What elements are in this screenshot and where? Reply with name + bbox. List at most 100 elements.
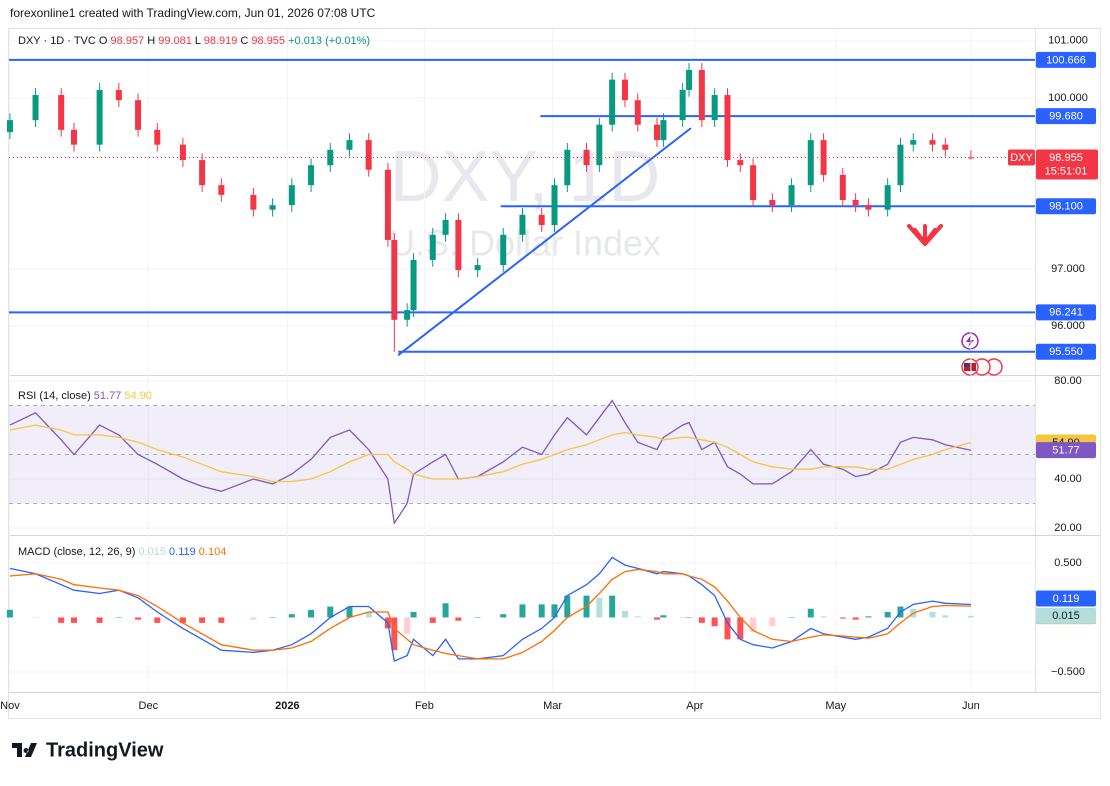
histogram-bar: [308, 609, 315, 618]
candle-body: [564, 149, 571, 186]
level-label: 100.666: [1046, 54, 1086, 66]
histogram-bar: [884, 612, 891, 618]
candle-body: [500, 234, 507, 266]
histogram-bar: [621, 610, 628, 618]
candle-body: [442, 219, 449, 235]
down-arrow-head: [907, 224, 943, 246]
histogram-bar: [942, 615, 949, 618]
candle-body: [852, 200, 859, 206]
histogram-bar: [820, 616, 827, 618]
histogram-bar: [365, 612, 372, 618]
trend-line: [397, 127, 692, 356]
histogram-bar: [519, 604, 526, 618]
candle-body: [654, 124, 661, 141]
flag-canton: [964, 363, 969, 367]
indicator-title: RSI (14, close): [18, 390, 91, 402]
ohlc-value: 98.919: [201, 35, 238, 47]
indicator-title: MACD (close, 12, 26, 9): [18, 546, 135, 558]
last-price: 98.955: [1049, 152, 1083, 164]
histogram-bar: [609, 595, 616, 618]
candle-body: [583, 149, 590, 166]
x-tick-label: Jun: [962, 700, 980, 712]
y-tick-label: 0.500: [1054, 557, 1082, 569]
x-tick-label: Nov: [0, 700, 20, 712]
ohlc-label: O: [96, 35, 108, 47]
level-label-box: [1036, 198, 1096, 215]
macd-value-label: 0.119: [1053, 593, 1080, 605]
histogram-bar: [686, 617, 693, 618]
candle-body: [115, 89, 122, 101]
watermark-symbol: DXY, 1D: [390, 137, 661, 217]
candle-body: [820, 140, 827, 175]
candle-body: [32, 95, 39, 121]
candle-body: [942, 144, 949, 150]
candle-body: [404, 310, 411, 320]
candle-body: [769, 200, 776, 206]
y-tick-label: 96.000: [1051, 320, 1085, 332]
histogram-bar: [135, 617, 142, 620]
histogram-bar: [679, 617, 686, 618]
ohlc-value: 99.081: [155, 35, 192, 47]
candle-body: [250, 194, 257, 210]
candle-body: [634, 100, 641, 125]
tradingview-logo: TradingView: [12, 739, 164, 761]
level-label-box: [1036, 304, 1096, 321]
candle-body: [327, 149, 334, 166]
ohlc-label: L: [192, 35, 201, 47]
histogram-bar: [654, 617, 661, 620]
candle-body: [135, 100, 142, 130]
candle-body: [865, 205, 872, 210]
candle-body: [621, 79, 628, 101]
candle-body: [365, 140, 372, 170]
candle-body: [686, 69, 693, 90]
candle-body: [96, 89, 103, 145]
candle-body: [70, 129, 77, 145]
histogram-bar: [115, 617, 122, 618]
x-tick-label: 2026: [275, 700, 299, 712]
economic-events[interactable]: [961, 358, 1003, 376]
level-label: 96.241: [1049, 307, 1083, 319]
x-tick-label: May: [825, 700, 846, 712]
y-tick-label: 80.00: [1054, 375, 1082, 387]
indicator-value: 0.015: [135, 546, 166, 558]
histogram-bar: [327, 606, 334, 618]
candle-body: [724, 95, 731, 161]
histogram-bar: [410, 612, 417, 618]
chart-frame: [8, 28, 1101, 719]
x-tick-label: Dec: [139, 700, 159, 712]
candle-body: [839, 174, 846, 200]
level-label: 95.550: [1049, 346, 1083, 358]
macd-line: [9, 568, 971, 660]
indicator-value: 0.119: [166, 546, 196, 558]
candle-body: [410, 259, 417, 311]
histogram-bar: [474, 617, 481, 618]
histogram-bar: [724, 617, 731, 640]
symbol: DXY · 1D · TVC: [18, 35, 96, 47]
change: +0.013 (+0.01%): [285, 35, 370, 47]
histogram-bar: [839, 617, 846, 619]
candle-body: [737, 160, 744, 166]
candle-body: [750, 165, 757, 200]
level-label-box: [1036, 108, 1096, 125]
x-tick-label: Apr: [686, 700, 703, 712]
indicator-value: 0.104: [196, 546, 227, 558]
macd-value-label-box: [1036, 590, 1096, 607]
candle-body: [967, 157, 974, 159]
macd-line: [9, 556, 971, 663]
histogram-bar: [737, 617, 744, 640]
histogram-bar: [750, 617, 757, 632]
x-tick-label: Mar: [543, 700, 562, 712]
histogram-bar: [455, 617, 462, 621]
symbol-tag-box: [1008, 149, 1035, 166]
x-tick-label: Feb: [415, 700, 434, 712]
candle-body: [788, 185, 795, 206]
histogram-bar: [346, 606, 353, 618]
last-price-box: [1036, 149, 1098, 180]
histogram-bar: [250, 617, 257, 620]
histogram-bar: [698, 617, 705, 623]
candle-body: [391, 239, 398, 320]
histogram-value-label-box: [1036, 607, 1096, 624]
ohlc-label: H: [144, 35, 155, 47]
watermark: DXY, 1D U.S. Dollar Index: [389, 137, 661, 264]
chart-layer: Nov Dec 2026 Feb Mar Apr May Jun 101.000 100.000 9…: [0, 29, 1098, 712]
